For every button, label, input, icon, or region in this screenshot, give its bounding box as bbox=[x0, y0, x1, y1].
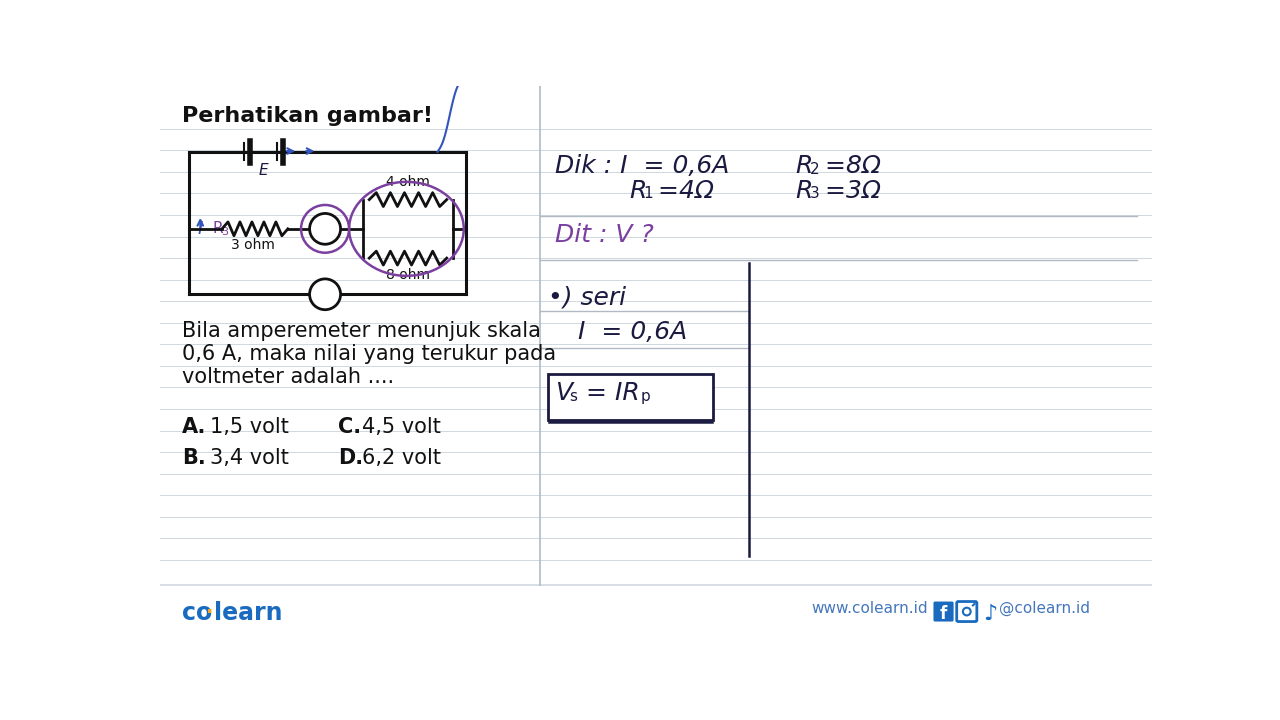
Text: I  = 0,6A: I = 0,6A bbox=[579, 320, 687, 344]
Text: ·: · bbox=[206, 603, 214, 622]
Text: R: R bbox=[795, 179, 813, 203]
Text: 3,4 volt: 3,4 volt bbox=[210, 449, 289, 468]
Text: p: p bbox=[640, 389, 650, 404]
Text: V: V bbox=[319, 286, 332, 304]
Text: 2: 2 bbox=[809, 162, 819, 177]
Text: @colearn.id: @colearn.id bbox=[998, 600, 1089, 616]
Text: 6,2 volt: 6,2 volt bbox=[361, 449, 440, 468]
Text: ♪: ♪ bbox=[983, 604, 997, 624]
Text: B.: B. bbox=[182, 449, 206, 468]
Text: R: R bbox=[628, 179, 646, 203]
Text: R: R bbox=[795, 154, 813, 178]
Text: 4 ohm: 4 ohm bbox=[387, 175, 430, 189]
Text: •) seri: •) seri bbox=[548, 285, 626, 309]
Text: co: co bbox=[182, 600, 212, 625]
Text: s: s bbox=[570, 389, 577, 404]
Text: Dik : I  = 0,6A: Dik : I = 0,6A bbox=[556, 154, 730, 178]
Text: 3: 3 bbox=[809, 186, 819, 202]
Text: 1,5 volt: 1,5 volt bbox=[210, 418, 289, 438]
Text: D.: D. bbox=[338, 449, 364, 468]
Text: I: I bbox=[197, 220, 204, 238]
Text: 4,5 volt: 4,5 volt bbox=[361, 418, 440, 438]
Text: 3: 3 bbox=[221, 227, 228, 237]
Text: f: f bbox=[940, 605, 947, 623]
Text: E: E bbox=[259, 163, 268, 178]
Text: A: A bbox=[319, 220, 332, 238]
Text: Dit : V ?: Dit : V ? bbox=[556, 223, 654, 248]
FancyBboxPatch shape bbox=[548, 374, 713, 420]
Text: =4Ω: =4Ω bbox=[650, 179, 714, 203]
Text: =3Ω: =3Ω bbox=[817, 179, 881, 203]
Text: voltmeter adalah ....: voltmeter adalah .... bbox=[182, 367, 394, 387]
Text: = IR: = IR bbox=[579, 382, 640, 405]
Text: A.: A. bbox=[182, 418, 206, 438]
Text: R: R bbox=[212, 221, 223, 236]
FancyBboxPatch shape bbox=[933, 601, 954, 621]
Text: www.colearn.id: www.colearn.id bbox=[812, 600, 928, 616]
Text: learn: learn bbox=[214, 600, 283, 625]
Text: 3 ohm: 3 ohm bbox=[232, 238, 275, 252]
Text: Perhatikan gambar!: Perhatikan gambar! bbox=[182, 106, 433, 126]
Circle shape bbox=[310, 279, 340, 310]
Text: =8Ω: =8Ω bbox=[817, 154, 881, 178]
Text: 1: 1 bbox=[643, 186, 653, 202]
Text: Bila amperemeter menunjuk skala: Bila amperemeter menunjuk skala bbox=[182, 321, 540, 341]
Circle shape bbox=[310, 213, 340, 244]
Text: 0,6 A, maka nilai yang terukur pada: 0,6 A, maka nilai yang terukur pada bbox=[182, 344, 556, 364]
Text: C.: C. bbox=[338, 418, 361, 438]
Text: 8 ohm: 8 ohm bbox=[387, 268, 430, 282]
Text: V: V bbox=[556, 382, 572, 405]
